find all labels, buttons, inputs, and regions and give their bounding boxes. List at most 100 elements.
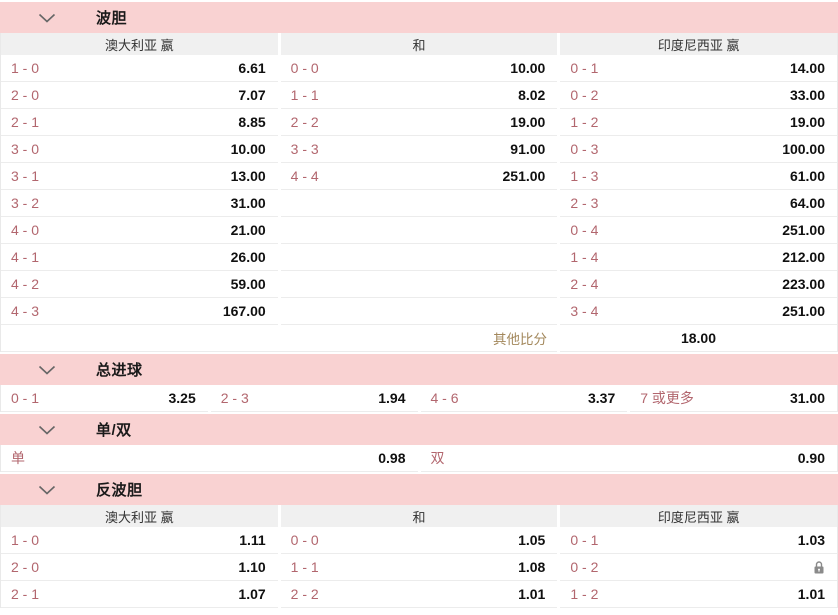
chevron-down-icon	[38, 13, 56, 23]
selection-label: 0 - 1	[11, 390, 40, 406]
odds-value: 26.00	[230, 249, 266, 265]
selection-label: 单	[11, 450, 25, 466]
score-label: 2 - 3	[570, 195, 599, 211]
odds-cell[interactable]: 2 - 4 223.00	[560, 271, 838, 298]
correct-score-table: 澳大利亚 嬴 1 - 0 6.61 2 - 0 7.07 2 - 1 8.85 3 -…	[0, 33, 838, 325]
odds-cell[interactable]: 4 - 0 21.00	[1, 217, 278, 244]
section-header-total-goals[interactable]: 总进球	[0, 354, 838, 385]
section-header-odd-even[interactable]: 单/双	[0, 414, 838, 445]
odds-value: 0.98	[378, 450, 406, 466]
column-header-draw: 和	[280, 505, 558, 527]
odds-cell[interactable]: 3 - 1 13.00	[1, 163, 278, 190]
section-header-reverse-correct-score[interactable]: 反波胆	[0, 474, 838, 505]
other-score-label: 其他比分	[493, 332, 547, 347]
odds-cell[interactable]: 1 - 3 61.00	[560, 163, 838, 190]
column-draw: 和 0 - 0 10.00 1 - 1 8.02 2 - 2 19.00 3 - 3 9…	[280, 33, 558, 325]
score-label: 2 - 2	[290, 114, 319, 130]
odds-value: 33.00	[789, 87, 826, 103]
odds-value: 1.03	[797, 532, 826, 548]
odds-cell[interactable]: 4 - 4 251.00	[280, 163, 558, 190]
odds-value: 19.00	[789, 114, 826, 130]
selection-label: 双	[430, 450, 445, 466]
odds-cell[interactable]: 7 或更多 31.00	[630, 385, 837, 412]
column-header-home: 澳大利亚 嬴	[1, 505, 278, 527]
odds-cell[interactable]: 4 - 2 59.00	[1, 271, 278, 298]
score-label: 3 - 4	[570, 303, 599, 319]
odds-cell[interactable]: 1 - 2 1.01	[560, 581, 838, 608]
odds-cell[interactable]: 2 - 1 1.07	[1, 581, 278, 608]
odds-cell[interactable]: 2 - 2 1.01	[280, 581, 558, 608]
odds-value: 3.25	[168, 390, 196, 406]
column-header-draw: 和	[280, 33, 558, 55]
odds-cell[interactable]: 0 - 0 10.00	[280, 55, 558, 82]
score-label: 1 - 0	[11, 60, 40, 76]
column-away: 印度尼西亚 嬴 0 - 1 14.00 0 - 2 33.00 1 - 2 19.00…	[560, 33, 838, 325]
odds-value: 1.08	[518, 559, 546, 575]
odds-cell[interactable]: 0 - 1 1.03	[560, 527, 838, 554]
odds-cell[interactable]: 2 - 3 64.00	[560, 190, 838, 217]
odds-cell[interactable]: 4 - 6 3.37	[420, 385, 628, 412]
score-label: 4 - 4	[290, 168, 319, 184]
odds-cell[interactable]: 3 - 4 251.00	[560, 298, 838, 325]
score-label: 2 - 1	[11, 586, 40, 602]
odds-cell[interactable]: 0 - 4 251.00	[560, 217, 838, 244]
other-score-label-cell: 其他比分	[1, 325, 557, 352]
odds-cell[interactable]: 4 - 3 167.00	[1, 298, 278, 325]
score-label: 1 - 3	[570, 168, 599, 184]
odds-cell[interactable]: 2 - 0 7.07	[1, 82, 278, 109]
odds-value: 21.00	[230, 222, 266, 238]
score-label: 2 - 1	[11, 114, 40, 130]
odds-cell[interactable]: 1 - 4 212.00	[560, 244, 838, 271]
score-label: 2 - 2	[290, 586, 319, 602]
column-home: 澳大利亚 嬴 1 - 0 6.61 2 - 0 7.07 2 - 1 8.85 3 -…	[1, 33, 278, 325]
odds-cell[interactable]: 0 - 1 3.25	[1, 385, 208, 412]
odds-cell[interactable]: 1 - 0 6.61	[1, 55, 278, 82]
score-label: 0 - 3	[570, 141, 599, 157]
odds-cell[interactable]: 1 - 0 1.11	[1, 527, 278, 554]
column-header-away: 印度尼西亚 嬴	[560, 505, 838, 527]
odds-cell[interactable]: 1 - 1 1.08	[280, 554, 558, 581]
score-label: 2 - 4	[570, 276, 599, 292]
odds-value: 1.11	[239, 532, 266, 548]
section-header-correct-score[interactable]: 波胆	[0, 2, 838, 33]
section-title: 总进球	[96, 362, 143, 379]
odds-value: 223.00	[782, 276, 826, 292]
odds-cell[interactable]: 2 - 0 1.10	[1, 554, 278, 581]
odds-value: 1.94	[378, 390, 406, 406]
score-label: 3 - 2	[11, 195, 40, 211]
column-home: 澳大利亚 嬴 1 - 0 1.11 2 - 0 1.10 2 - 1 1.07	[1, 505, 278, 608]
odds-value: 31.00	[230, 195, 266, 211]
odds-cell[interactable]: 1 - 2 19.00	[560, 109, 838, 136]
odds-value: 212.00	[782, 249, 826, 265]
odds-cell[interactable]: 2 - 2 19.00	[280, 109, 558, 136]
odds-cell[interactable]: 1 - 1 8.02	[280, 82, 558, 109]
odds-value: 251.00	[502, 168, 546, 184]
odds-cell[interactable]: 3 - 0 10.00	[1, 136, 278, 163]
odds-cell[interactable]: 0 - 2 33.00	[560, 82, 838, 109]
odds-cell[interactable]: 2 - 3 1.94	[210, 385, 418, 412]
other-score-odds-cell[interactable]: 18.00	[560, 325, 837, 352]
odds-cell[interactable]: 0 - 1 14.00	[560, 55, 838, 82]
odds-value: 18.00	[680, 330, 717, 346]
section-title: 单/双	[96, 422, 132, 439]
odds-cell[interactable]: 0 - 0 1.05	[280, 527, 558, 554]
odds-cell[interactable]: 0 - 3 100.00	[560, 136, 838, 163]
section-title: 反波胆	[96, 482, 143, 499]
chevron-down-icon	[38, 485, 56, 495]
odds-cell[interactable]: 3 - 2 31.00	[1, 190, 278, 217]
empty-cell	[280, 190, 558, 217]
score-label: 2 - 0	[11, 559, 40, 575]
odds-cell[interactable]: 3 - 3 91.00	[280, 136, 558, 163]
odds-value: 64.00	[789, 195, 826, 211]
odds-cell[interactable]: 单 0.98	[1, 445, 418, 472]
odds-cell[interactable]: 2 - 1 8.85	[1, 109, 278, 136]
odds-value: 7.07	[238, 87, 266, 103]
odds-cell[interactable]: 双 0.90	[420, 445, 837, 472]
score-label: 0 - 1	[570, 60, 599, 76]
odds-value: 100.00	[782, 141, 826, 157]
empty-cell	[280, 244, 558, 271]
odds-cell[interactable]: 4 - 1 26.00	[1, 244, 278, 271]
column-header-home: 澳大利亚 嬴	[1, 33, 278, 55]
score-label: 1 - 1	[290, 559, 319, 575]
